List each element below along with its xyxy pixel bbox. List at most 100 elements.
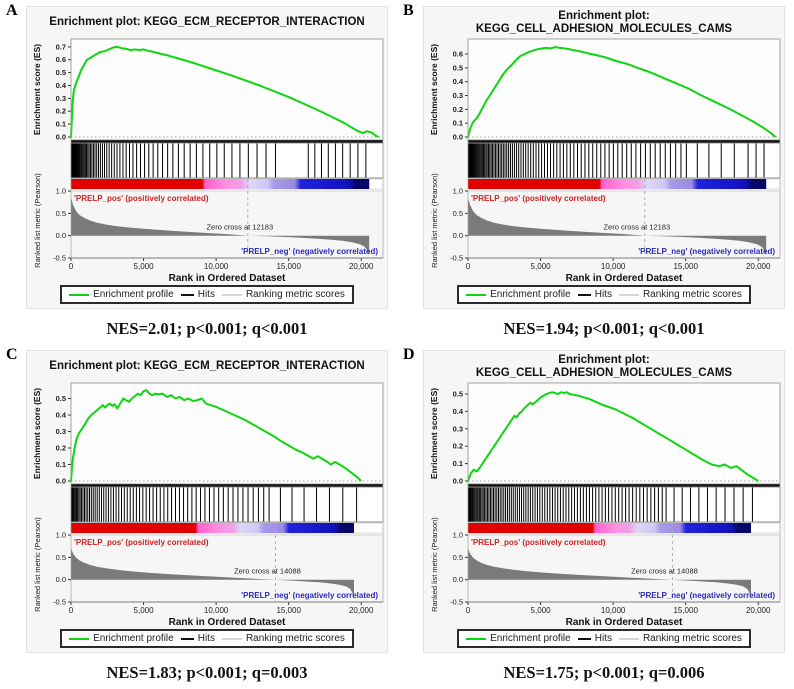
ranked-axis-label: Ranked list metric (Pearson): [430, 173, 439, 268]
es-tick-label: 0.7: [56, 42, 66, 51]
x-tick-label: 0: [69, 606, 74, 615]
ranked-tick-label: 1.0: [56, 187, 66, 196]
es-tick-label: 0.0: [453, 477, 463, 486]
pos-correlated-label: 'PRELP_pos' (positively correlated): [74, 538, 209, 547]
ranked-tick-label: 0.0: [453, 575, 463, 584]
hits-subplot-bg: [70, 486, 384, 523]
legend-box: Enrichment profile Hits Ranking metric s…: [60, 629, 354, 648]
es-tick-label: 0.5: [453, 389, 463, 398]
es-subplot-bg: [70, 382, 384, 485]
es-tick-label: 0.0: [56, 133, 66, 142]
hits-subplot-bg: [467, 486, 781, 523]
enrichment-chart: 0.0 0.1 0.2 0.3 0.4 0.5 Enrichment score (ES) 1…: [429, 382, 781, 628]
legend-item-hits: Hits: [577, 289, 612, 300]
x-axis-title: Rank in Ordered Dataset: [169, 273, 286, 284]
legend-label: Ranking metric scores: [245, 289, 345, 300]
x-tick-label: 10,000: [601, 262, 626, 271]
ranked-tick-label: 0.5: [453, 209, 463, 218]
ranking-metric-line-icon: [618, 293, 639, 296]
panel-stats-caption: NES=1.75; p<0.001; q=0.006: [503, 663, 705, 682]
plot-frame: [467, 38, 781, 259]
correlation-colorbar: [468, 523, 751, 533]
x-tick-label: 20,000: [349, 262, 374, 271]
legend-item-hits: Hits: [577, 633, 612, 644]
x-tick-label: 5,000: [134, 606, 155, 615]
x-tick-label: 10,000: [601, 606, 626, 615]
x-tick-label: 5,000: [531, 606, 552, 615]
x-tick-label: 20,000: [746, 606, 771, 615]
panel-stats-caption: NES=1.94; p<0.001; q<0.001: [503, 319, 705, 338]
x-tick-label: 0: [69, 262, 74, 271]
ranked-axis-label: Ranked list metric (Pearson): [33, 517, 42, 612]
es-tick-label: 0.5: [56, 394, 66, 403]
legend-label: Hits: [594, 633, 612, 644]
panel-letter: A: [6, 2, 18, 19]
ranked-subplot-bg: [467, 534, 781, 603]
gsea-panel-b: B Enrichment plot: KEGG_CELL_ADHESION_MO…: [397, 0, 794, 344]
hits-line-icon: [577, 637, 591, 640]
enrichment-profile-line-icon: [466, 293, 487, 296]
ranked-tick-label: 0.5: [56, 553, 66, 562]
legend-label: Ranking metric scores: [642, 289, 742, 300]
x-tick-label: 15,000: [276, 606, 301, 615]
legend-label: Ranking metric scores: [245, 633, 345, 644]
es-axis-label: Enrichment score (ES): [429, 44, 439, 135]
plot-title: Enrichment plot: KEGG_ECM_RECEPTOR_INTER…: [49, 16, 365, 28]
es-tick-label: 0.0: [453, 133, 463, 142]
enrichment-profile-curve: [70, 389, 362, 482]
es-tick-label: 0.1: [453, 459, 463, 468]
legend-item-ranking: Ranking metric scores: [618, 633, 742, 644]
hits-line-icon: [180, 637, 194, 640]
neg-correlated-label: 'PRELP_neg' (negatively correlated): [638, 247, 775, 256]
es-tick-label: 0.0: [56, 477, 66, 486]
enrichment-chart: 0.0 0.1 0.2 0.3 0.4 0.5 Enrichment score (ES) 1…: [32, 382, 384, 628]
ranked-tick-label: 1.0: [56, 531, 66, 540]
legend: Enrichment profile Hits Ranking metric s…: [27, 629, 387, 648]
correlation-colorbar: [71, 523, 354, 533]
legend-item-ranking: Ranking metric scores: [618, 289, 742, 300]
x-tick-label: 15,000: [276, 262, 301, 271]
x-tick-label: 5,000: [134, 262, 155, 271]
ranked-metric-area: [468, 548, 751, 600]
gsea-panel-c: C Enrichment plot: KEGG_ECM_RECEPTOR_INT…: [0, 344, 397, 689]
enrichment-profile-line-icon: [69, 637, 90, 640]
ranked-tick-label: -0.5: [450, 598, 463, 607]
ranked-tick-label: -0.5: [53, 598, 66, 607]
x-tick-label: 0: [466, 262, 471, 271]
legend-item-profile: Enrichment profile: [69, 633, 174, 644]
enrichment-profile-curve: [467, 391, 759, 482]
hits-subplot-bg: [70, 142, 384, 179]
legend-box: Enrichment profile Hits Ranking metric s…: [457, 629, 751, 648]
enrichment-plot-area: Enrichment plot: KEGG_ECM_RECEPTOR_INTER…: [26, 350, 388, 653]
neg-correlated-label: 'PRELP_neg' (negatively correlated): [241, 591, 378, 600]
legend-item-hits: Hits: [180, 289, 215, 300]
es-tick-label: 0.2: [453, 105, 463, 114]
plot-title: Enrichment plot: KEGG_CELL_ADHESION_MOLE…: [475, 353, 733, 379]
es-tick-label: 0.5: [453, 63, 463, 72]
es-axis-label: Enrichment score (ES): [32, 44, 42, 135]
es-tick-label: 0.2: [56, 107, 66, 116]
legend-item-profile: Enrichment profile: [466, 289, 571, 300]
legend-box: Enrichment profile Hits Ranking metric s…: [60, 285, 354, 304]
es-tick-label: 0.2: [56, 444, 66, 453]
panel-letter: C: [6, 346, 18, 363]
es-tick-label: 0.4: [453, 407, 464, 416]
enrichment-profile-curve: [467, 46, 777, 138]
es-subplot-bg: [467, 382, 781, 485]
x-tick-label: 20,000: [349, 606, 374, 615]
enrichment-chart: 0.0 0.1 0.2 0.3 0.4 0.5 0.6 Enrichment score (E…: [429, 38, 781, 284]
legend: Enrichment profile Hits Ranking metric s…: [27, 285, 387, 304]
legend-label: Hits: [197, 289, 215, 300]
enrichment-chart: 0.0 0.1 0.2 0.3 0.4 0.5 0.6 0.7 Enrichment score…: [32, 38, 384, 284]
legend-label: Hits: [197, 633, 215, 644]
panel-stats-caption: NES=2.01; p<0.001; q<0.001: [106, 319, 308, 338]
es-axis-label: Enrichment score (ES): [429, 388, 439, 479]
es-tick-label: 0.3: [56, 427, 66, 436]
ranked-metric-area: [71, 548, 354, 600]
x-axis-title: Rank in Ordered Dataset: [566, 273, 683, 284]
plot-title: Enrichment plot: KEGG_ECM_RECEPTOR_INTER…: [49, 360, 365, 372]
x-tick-label: 10,000: [204, 262, 229, 271]
ranked-tick-label: 0.0: [56, 575, 66, 584]
legend-label: Enrichment profile: [490, 289, 571, 300]
